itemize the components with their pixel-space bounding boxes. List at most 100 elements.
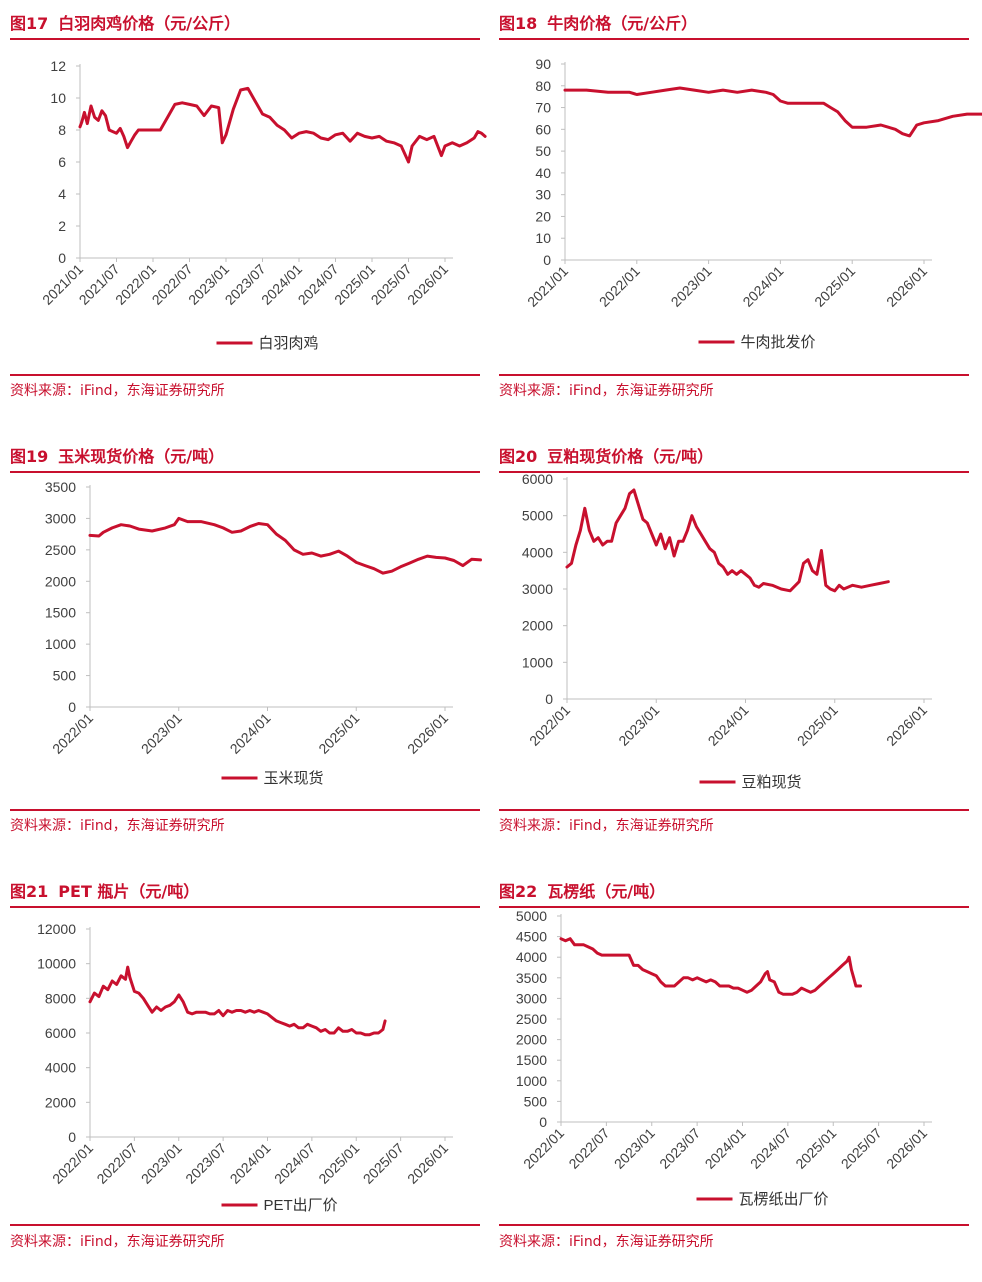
- x-tick-label: 2022/07: [565, 1125, 612, 1172]
- x-tick-label: 2024/01: [702, 1125, 749, 1172]
- y-tick-label: 5000: [516, 908, 547, 924]
- legend: 白羽肉鸡: [216, 335, 319, 352]
- x-tick-label: 2021/01: [524, 263, 571, 310]
- source-note: 资料来源：iFind，东海证券研究所: [10, 1234, 225, 1250]
- series-line: [78, 86, 487, 164]
- x-tick-label: 2025/07: [360, 1140, 407, 1187]
- x-tick-label: 2023/07: [182, 1140, 229, 1187]
- chart-title: 图21 PET 瓶片（元/吨）: [10, 878, 199, 902]
- legend-label: PET出厂价: [264, 1197, 338, 1214]
- y-tick-label: 12: [50, 58, 66, 74]
- y-tick-label: 70: [535, 100, 551, 116]
- x-tick-label: 2024/01: [739, 263, 786, 310]
- y-tick-label: 30: [535, 187, 551, 203]
- legend: 瓦楞纸出厂价: [696, 1191, 829, 1208]
- x-tick-label: 2023/07: [656, 1125, 703, 1172]
- x-tick-label: 2026/01: [883, 702, 930, 749]
- y-tick-label: 1000: [522, 654, 553, 670]
- series-line: [565, 488, 890, 593]
- figure-title: 白羽肉鸡价格（元/公斤）: [58, 14, 241, 33]
- y-tick-label: 3500: [45, 479, 76, 495]
- y-tick-label: 50: [535, 143, 551, 159]
- figure-number: 图21: [10, 882, 49, 901]
- y-tick-label: 10: [50, 90, 66, 106]
- x-tick-label: 2022/01: [526, 702, 573, 749]
- figure-number: 图20: [499, 447, 538, 466]
- y-tick-label: 4000: [45, 1060, 76, 1076]
- y-tick-label: 0: [68, 1129, 76, 1145]
- source-note: 资料来源：iFind，东海证券研究所: [10, 383, 225, 399]
- y-tick-label: 0: [543, 252, 551, 268]
- y-tick-label: 0: [58, 250, 66, 266]
- x-tick-label: 2023/01: [615, 702, 662, 749]
- legend-label: 牛肉批发价: [741, 334, 816, 351]
- y-tick-label: 20: [535, 208, 551, 224]
- legend-label: 白羽肉鸡: [259, 335, 319, 352]
- chart-svg: 0246810122021/012021/072022/012022/07202…: [39, 58, 487, 352]
- x-tick-label: 2025/01: [792, 1125, 839, 1172]
- y-tick-label: 5000: [522, 508, 553, 524]
- figure-number: 图19: [10, 447, 49, 466]
- source-rule: [499, 809, 969, 811]
- y-tick-label: 2000: [45, 1094, 76, 1110]
- y-tick-label: 2000: [522, 618, 553, 634]
- source-note: 资料来源：iFind，东海证券研究所: [499, 818, 714, 834]
- series-line: [563, 86, 982, 138]
- x-tick-label: 2023/01: [138, 710, 185, 757]
- chart-panel-fig20: 图20 豆粕现货价格（元/吨） 0 1000 2000 3000 4000 5000 6000…: [499, 437, 969, 847]
- chart-title: 图17 白羽肉鸡价格（元/公斤）: [10, 10, 240, 34]
- x-tick-label: 2025/01: [794, 702, 841, 749]
- chart-panel-fig17: 图17 白羽肉鸡价格（元/公斤） 0 2 4 6 8 10 12 2021/01 2021/07 2…: [10, 4, 487, 414]
- y-tick-label: 4000: [516, 949, 547, 965]
- title-rule: [10, 471, 480, 473]
- x-tick-label: 2022/01: [520, 1125, 567, 1172]
- figure-title: 瓦楞纸（元/吨）: [547, 882, 666, 901]
- x-tick-label: 2022/07: [93, 1140, 140, 1187]
- y-tick-label: 0: [68, 699, 76, 715]
- chart-panel-fig22: 图22 瓦楞纸（元/吨） 0 500 1000 1500 2000 2500 3000 3500…: [499, 872, 969, 1282]
- source-note: 资料来源：iFind，东海证券研究所: [499, 1234, 714, 1250]
- x-tick-label: 2026/01: [883, 1125, 930, 1172]
- y-tick-label: 2000: [45, 573, 76, 589]
- y-tick-label: 0: [539, 1114, 547, 1130]
- y-tick-label: 2000: [516, 1032, 547, 1048]
- source-rule: [499, 374, 969, 376]
- y-tick-label: 2500: [516, 1011, 547, 1027]
- y-tick-label: 8000: [45, 990, 76, 1006]
- figure-title: PET 瓶片（元/吨）: [58, 882, 200, 901]
- legend-label: 瓦楞纸出厂价: [739, 1191, 829, 1208]
- y-tick-label: 500: [53, 668, 77, 684]
- chart-svg: 0 500 1000 1500 2000 2500 3000 3500 2022/01 2023/…: [45, 479, 482, 787]
- figure-title: 豆粕现货价格（元/吨）: [547, 447, 714, 466]
- legend-label: 豆粕现货: [742, 774, 802, 791]
- title-rule: [499, 38, 969, 40]
- source-rule: [10, 1224, 480, 1226]
- y-tick-label: 6: [58, 154, 66, 170]
- series-line: [88, 965, 387, 1037]
- chart-svg: 0 2000 4000 6000 8000 10000 12000 2022/012022/0…: [37, 921, 453, 1214]
- chart-svg: 0 1000 2000 3000 4000 5000 6000 2022/01 2023/01 2…: [522, 471, 932, 791]
- title-rule: [499, 471, 969, 473]
- chart-panel-fig19: 图19 玉米现货价格（元/吨） 0 500 1000 1500 2000 2500 3000 3…: [10, 437, 482, 847]
- y-tick-label: 3000: [522, 581, 553, 597]
- source-rule: [10, 374, 480, 376]
- chart-title: 图19 玉米现货价格（元/吨）: [10, 443, 224, 467]
- x-tick-label: 2026/01: [404, 261, 451, 308]
- x-tick-label: 2024/01: [227, 1140, 274, 1187]
- y-tick-label: 1500: [45, 605, 76, 621]
- chart-title: 图20 豆粕现货价格（元/吨）: [499, 443, 713, 467]
- legend: 玉米现货: [221, 770, 324, 787]
- series-line: [88, 516, 482, 575]
- y-tick-label: 2: [58, 218, 66, 234]
- y-tick-label: 6000: [522, 471, 553, 487]
- x-tick-label: 2024/07: [271, 1140, 318, 1187]
- x-tick-label: 2022/01: [49, 710, 96, 757]
- x-tick-label: 2025/01: [811, 263, 858, 310]
- x-tick-label: 2022/01: [49, 1140, 96, 1187]
- x-tick-label: 2024/01: [227, 710, 274, 757]
- x-tick-label: 2023/01: [668, 263, 715, 310]
- figure-title: 玉米现货价格（元/吨）: [58, 447, 225, 466]
- x-tick-label: 2025/07: [838, 1125, 885, 1172]
- series-line: [559, 937, 862, 996]
- x-tick-label: 2025/01: [315, 1140, 362, 1187]
